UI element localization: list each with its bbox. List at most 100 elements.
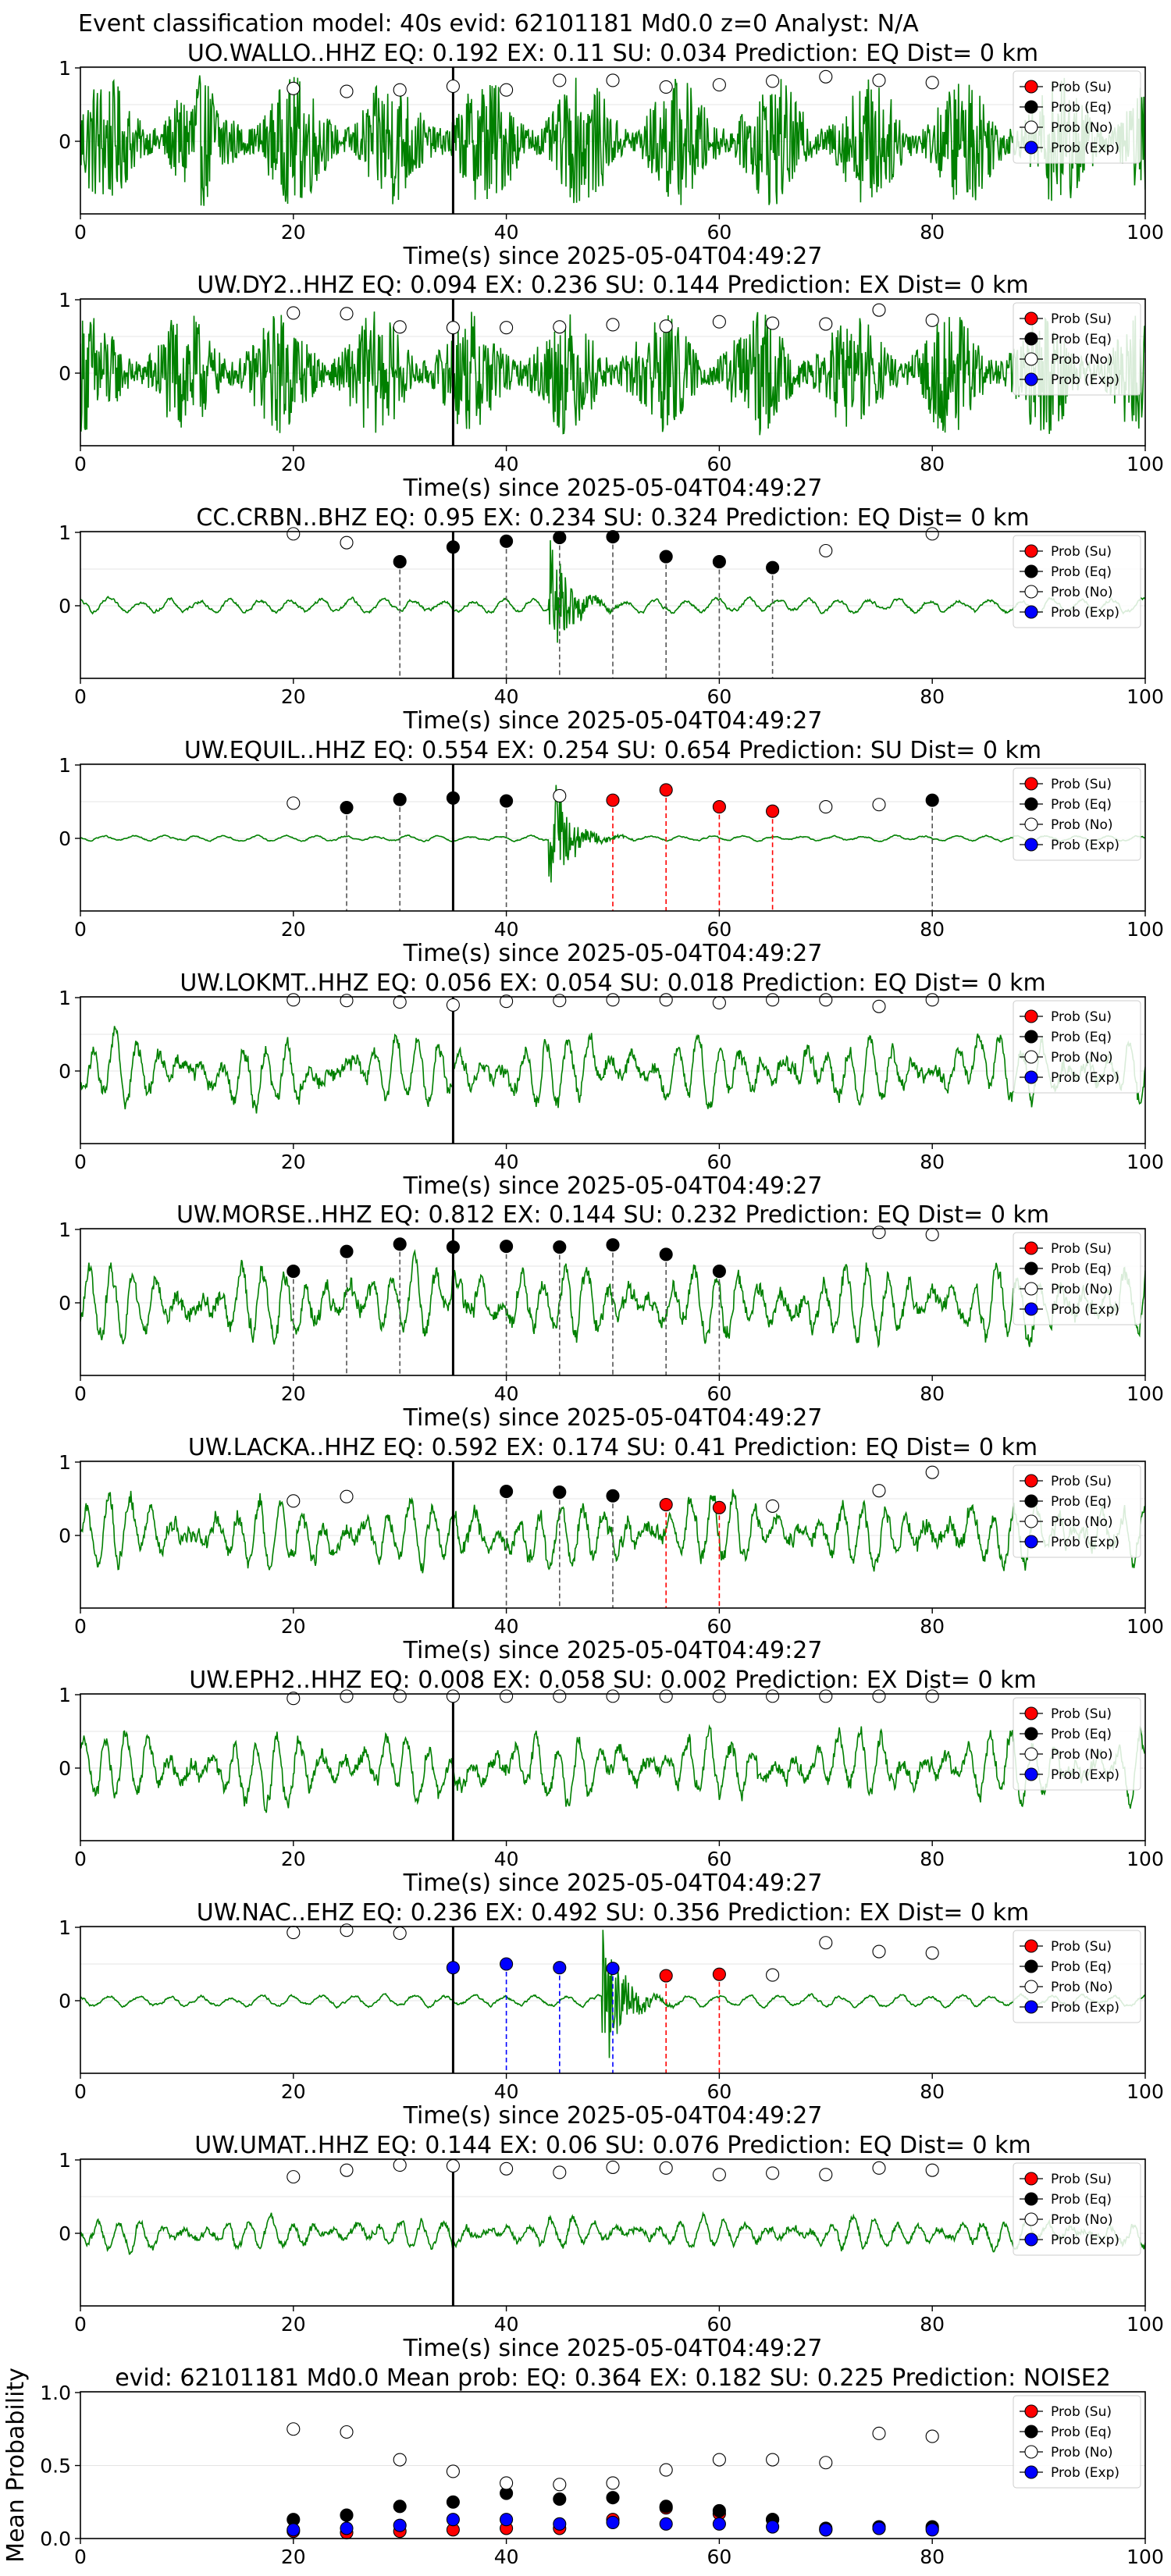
prob-marker-no [659,319,673,333]
axes-frame [80,531,1146,679]
x-tick-label: 100 [1127,685,1164,708]
mean-prob-point-no [340,2425,354,2439]
legend-label: Prob (Eq) [1051,564,1112,580]
legend-marker [1024,311,1038,326]
prob-marker-no [659,993,673,1007]
prob-marker-no [925,1946,939,1960]
axes-frame [80,66,1146,215]
x-tick-label: 0 [74,2546,87,2568]
legend-label: Prob (No) [1051,1747,1113,1763]
legend-marker [1024,1959,1038,1973]
x-tick-label: 60 [707,1151,731,1173]
y-tick-label: 1 [59,1916,71,1939]
prob-marker-no [925,527,939,541]
legend-marker [1024,1494,1038,1508]
waveform-trace [80,1026,1145,1114]
prob-marker-no [819,2168,833,2182]
prob-marker-no [287,306,301,320]
x-tick-label: 80 [920,221,945,244]
y-tick-label: 0 [59,1292,71,1315]
x-tick-label: 20 [281,1151,306,1173]
x-tick-label: 40 [494,1151,519,1173]
x-tick-label: 60 [707,1382,731,1405]
prob-marker-no [766,993,780,1007]
legend-label: Prob (Exp) [1051,2233,1119,2248]
legend-marker [1024,1767,1038,1781]
prob-marker-no [340,1923,354,1937]
prob-marker-no [340,1689,354,1703]
prob-marker-no [819,69,833,84]
mean-prob-point-no [606,2476,620,2490]
x-tick-label: 40 [494,685,519,708]
panel-title: UW.LOKMT..HHZ EQ: 0.056 EX: 0.054 SU: 0.… [180,970,1045,997]
legend-marker [1024,332,1038,346]
prob-marker-no [872,999,886,1013]
legend: Prob (Su) Prob (Eq) Prob (No) Prob (Exp) [1013,535,1141,628]
panel-10: UW.UMAT..HHZ EQ: 0.144 EX: 0.06 SU: 0.07… [59,2132,1164,2362]
prob-marker-no [287,1926,301,1940]
y-tick-label: 1 [59,1451,71,1474]
x-tick-label: 0 [74,221,87,244]
prob-marker-no [446,1689,460,1703]
mean-prob-point-exp [819,2523,833,2537]
legend-label: Prob (Exp) [1051,141,1119,156]
prob-marker-no [872,798,886,812]
x-tick-label: 80 [920,1848,945,1870]
x-tick-label: 100 [1127,221,1164,244]
legend-label: Prob (Exp) [1051,1767,1119,1783]
prob-marker-no [446,2158,460,2173]
legend-marker [1024,141,1038,155]
mean-prob-point-no [872,2426,886,2440]
prob-marker-exp [446,1961,460,1975]
x-tick-label: 20 [281,2313,306,2336]
legend-label: Prob (Exp) [1051,838,1119,853]
prob-marker-no [446,79,460,94]
mean-prob-point-no [287,2422,301,2436]
legend-marker [1024,120,1038,134]
legend-marker [1024,2192,1038,2206]
legend: Prob (Su) Prob (Eq) Prob (No) Prob (Exp) [1013,1464,1141,1558]
prob-marker-no [766,74,780,88]
prob-marker-no [340,84,354,98]
legend-label: Prob (Eq) [1051,1494,1112,1510]
prob-marker-no [287,993,301,1007]
mean-prob-point-exp [553,2517,567,2531]
y-tick-label: 0 [59,2222,71,2245]
legend: Prob (Su) Prob (Eq) Prob (No) Prob (Exp) [1013,2395,1141,2489]
legend-label: Prob (Eq) [1051,797,1112,813]
x-tick-label: 60 [707,453,731,475]
legend-label: Prob (Su) [1051,544,1112,560]
x-tick-label: 0 [74,2313,87,2336]
prob-marker-no [925,2163,939,2177]
prob-marker-no [819,543,833,558]
mean-prob-point-no [659,2463,673,2477]
legend-label: Prob (Exp) [1051,372,1119,388]
prob-marker-su [712,1967,726,1981]
legend-marker [1024,2172,1038,2186]
x-axis-label: Time(s) since 2025-05-04T04:49:27 [403,1404,823,1432]
waveform-trace [80,311,1145,436]
prob-marker-eq [766,560,780,575]
x-tick-label: 80 [920,2080,945,2103]
x-tick-label: 60 [707,1615,731,1638]
legend-marker [1024,1706,1038,1720]
prob-marker-eq [659,1247,673,1261]
legend-marker [1024,838,1038,852]
legend-marker [1024,1009,1038,1023]
legend-label: Prob (No) [1051,120,1113,136]
prob-marker-su [712,1500,726,1514]
legend-marker [1024,1302,1038,1316]
legend-label: Prob (No) [1051,1050,1113,1066]
y-tick-label: 1 [59,2149,71,2172]
legend-box [1013,2162,1141,2256]
legend-label: Prob (Eq) [1051,1261,1112,1277]
prob-marker-no [606,2160,620,2174]
legend-box [1013,1000,1141,1094]
waveform-trace [80,75,1145,206]
legend-label: Prob (No) [1051,352,1113,368]
prob-marker-su [659,1969,673,1983]
x-tick-label: 100 [1127,2080,1164,2103]
legend-box [1013,70,1141,164]
prob-marker-eq [340,800,354,815]
prob-marker-no [925,1465,939,1479]
